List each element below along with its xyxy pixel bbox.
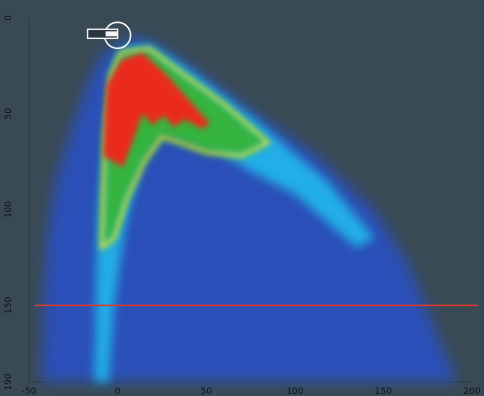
density-layers — [41, 37, 458, 383]
x-tick-label: 200 — [463, 387, 480, 396]
y-tick-label: 0 — [4, 15, 14, 21]
x-tick-label: 150 — [375, 387, 392, 396]
x-tick-label: -50 — [22, 387, 37, 396]
axis-ticks: -50 0 50 100 150 200 0 50 100 150 190 — [4, 15, 481, 396]
density-band-3 — [103, 52, 210, 168]
marker-bar-inner — [105, 31, 118, 37]
gun-marker-icon — [86, 21, 132, 50]
y-tick-label: 100 — [4, 201, 14, 218]
x-tick-label: 0 — [115, 387, 121, 396]
y-tick-label: 190 — [4, 373, 14, 390]
x-tick-label: 50 — [200, 387, 212, 396]
y-tick-label: 150 — [4, 297, 14, 314]
x-tick-label: 100 — [286, 387, 303, 396]
y-tick-label: 50 — [4, 108, 14, 120]
